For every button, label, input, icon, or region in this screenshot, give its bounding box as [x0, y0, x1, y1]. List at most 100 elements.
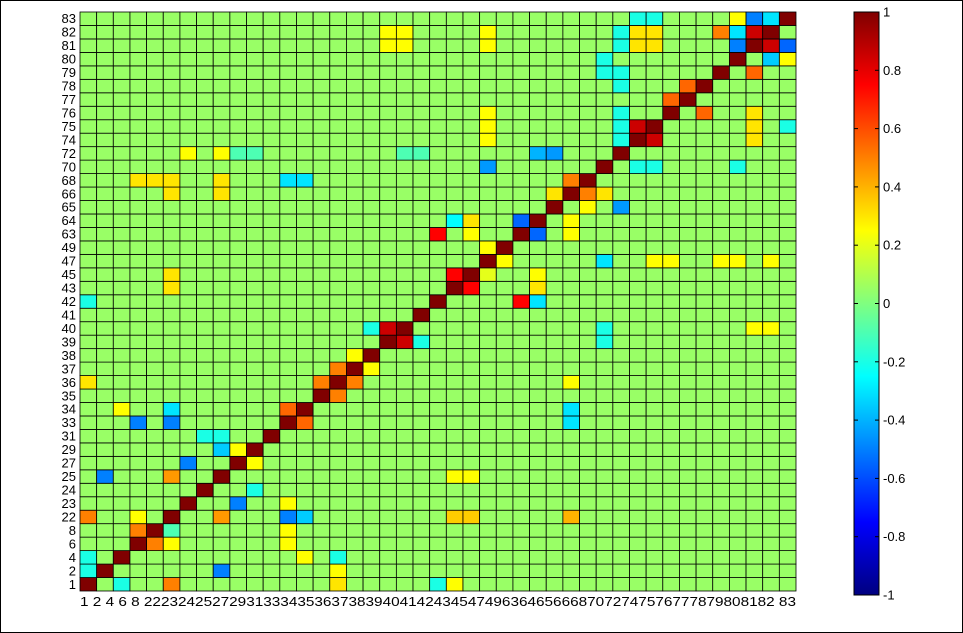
heatmap-cell [595, 388, 614, 403]
heatmap-cell [645, 550, 664, 565]
heatmap-cell [762, 402, 780, 417]
heatmap-cell [562, 267, 580, 282]
heatmap-cell [346, 227, 364, 242]
heatmap-cell [196, 509, 214, 525]
heatmap-cell [612, 213, 630, 228]
heatmap-cell [762, 105, 780, 121]
heatmap-cell [196, 200, 214, 215]
heatmap-cell [629, 509, 647, 525]
heatmap-cell [629, 294, 647, 309]
heatmap-cell [246, 227, 264, 242]
heatmap-cell [629, 550, 647, 565]
heatmap-cell [362, 375, 381, 390]
heatmap-cell [395, 38, 414, 53]
heatmap-cell [362, 119, 381, 134]
heatmap-cell [595, 348, 614, 363]
heatmap-cell [79, 550, 98, 565]
heatmap-cell [512, 227, 530, 242]
heatmap-cell [112, 388, 131, 403]
heatmap-cell [179, 146, 197, 161]
heatmap-cell [495, 25, 514, 40]
heatmap-cell [462, 119, 481, 134]
heatmap-cell [312, 146, 331, 161]
heatmap-cell [162, 455, 181, 471]
heatmap-cell [146, 159, 164, 174]
heatmap-cell [346, 294, 364, 309]
heatmap-cell [262, 173, 281, 188]
heatmap-cell [662, 563, 680, 578]
heatmap-cell [529, 65, 547, 80]
heatmap-cell [296, 442, 314, 457]
heatmap-cell [595, 577, 614, 592]
heatmap-cell [612, 105, 630, 121]
heatmap-cell [745, 536, 764, 552]
heatmap-cell [695, 78, 714, 94]
heatmap-cell [745, 132, 764, 148]
heatmap-cell [212, 132, 231, 148]
heatmap-cell [729, 577, 747, 592]
heatmap-cell [179, 469, 197, 484]
heatmap-cell [79, 402, 98, 417]
heatmap-cell [662, 348, 680, 363]
heatmap-cell [612, 469, 630, 484]
y-tick-label: 74 [62, 132, 76, 147]
heatmap-cell [679, 415, 697, 430]
heatmap-cell [212, 52, 231, 67]
heatmap-cell [346, 563, 364, 578]
heatmap-cell [329, 482, 347, 498]
heatmap-cell [662, 227, 680, 242]
heatmap-cell [495, 361, 514, 376]
heatmap-cell [246, 146, 264, 161]
heatmap-cell [712, 550, 730, 565]
heatmap-cell [279, 469, 297, 484]
heatmap-cell [495, 509, 514, 525]
y-tick-label: 41 [62, 307, 76, 322]
heatmap-cell [179, 105, 197, 121]
heatmap-cell [778, 146, 797, 161]
heatmap-cell [129, 321, 147, 336]
heatmap-cell [212, 294, 231, 309]
heatmap-cell [712, 388, 730, 403]
heatmap-cell [395, 307, 414, 323]
heatmap-cell [262, 119, 281, 134]
heatmap-cell [629, 455, 647, 471]
heatmap-cell [379, 321, 397, 336]
heatmap-cell [96, 186, 114, 201]
heatmap-cell [79, 334, 98, 350]
heatmap-cell [346, 442, 364, 457]
heatmap-cell [96, 523, 114, 538]
heatmap-cell [212, 146, 231, 161]
heatmap-cell [362, 361, 381, 376]
heatmap-cell [662, 38, 680, 53]
heatmap-cell [329, 159, 347, 174]
heatmap-cell [595, 523, 614, 538]
heatmap-cell [312, 469, 331, 484]
heatmap-cell [545, 92, 564, 107]
heatmap-cell [645, 307, 664, 323]
y-tick-label: 81 [62, 38, 76, 53]
heatmap-cell [429, 227, 447, 242]
heatmap-cell [445, 173, 464, 188]
heatmap-cell [212, 361, 231, 376]
heatmap-cell [762, 240, 780, 255]
heatmap-cell [112, 307, 131, 323]
heatmap-cell [279, 402, 297, 417]
heatmap-cell [612, 523, 630, 538]
heatmap-cell [695, 132, 714, 148]
heatmap-cell [762, 227, 780, 242]
colorbar-tick-label: 0.2 [883, 238, 901, 253]
heatmap-cell [629, 227, 647, 242]
heatmap-cell [612, 294, 630, 309]
heatmap-cell [445, 496, 464, 511]
heatmap-cell [279, 186, 297, 201]
heatmap-cell [346, 469, 364, 484]
heatmap-cell [445, 321, 464, 336]
heatmap-cell [96, 348, 114, 363]
heatmap-cell [162, 280, 181, 296]
heatmap-cell [562, 496, 580, 511]
heatmap-cell [179, 92, 197, 107]
heatmap-cell [445, 482, 464, 498]
heatmap-cell [712, 119, 730, 134]
heatmap-cell [462, 348, 481, 363]
heatmap-cell [179, 38, 197, 53]
